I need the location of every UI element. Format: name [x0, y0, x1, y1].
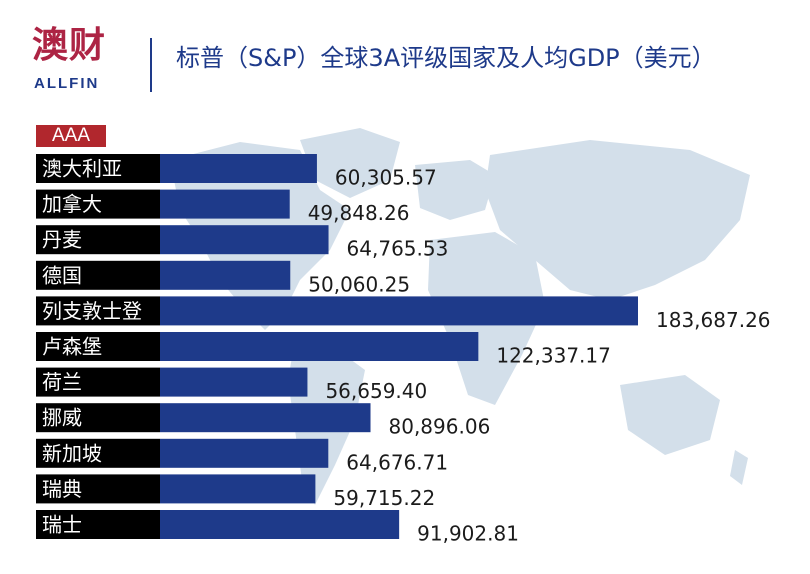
allfin-logo: 澳财 ALLFIN — [32, 28, 128, 98]
chart-title: 标普（S&P）全球3A评级国家及人均GDP（美元） — [176, 44, 716, 72]
bar — [160, 367, 308, 397]
greenland-shape — [300, 128, 400, 198]
category-label-box — [36, 403, 160, 433]
value-label: 122,337.17 — [496, 344, 611, 368]
value-label: 183,687.26 — [656, 308, 771, 332]
value-label: 60,305.57 — [335, 166, 437, 190]
australia-shape — [620, 375, 720, 455]
category-label: 挪威 — [42, 406, 82, 430]
category-label-box — [36, 189, 160, 219]
bar — [160, 510, 400, 539]
category-label: 加拿大 — [42, 192, 102, 216]
value-label: 49,848.26 — [308, 201, 410, 225]
new-zealand-shape — [730, 450, 748, 485]
value-label: 80,896.06 — [389, 415, 491, 439]
category-label-box — [36, 367, 160, 397]
bar — [160, 403, 371, 433]
bar — [160, 260, 291, 290]
value-label: 91,902.81 — [417, 522, 519, 546]
category-label-box — [36, 296, 160, 326]
aaa-rating-tag: AAA — [36, 125, 106, 147]
bar — [160, 225, 329, 255]
logo-english-text: ALLFIN — [34, 75, 100, 92]
category-label-box — [36, 474, 160, 504]
category-label: 列支敦士登 — [42, 299, 142, 323]
category-label-box — [36, 260, 160, 290]
category-label: 瑞士 — [42, 513, 82, 537]
world-map-background — [170, 128, 750, 505]
europe-shape — [415, 160, 495, 220]
bar — [160, 474, 316, 504]
bar — [160, 438, 329, 468]
bar — [160, 296, 638, 326]
bar — [160, 154, 317, 183]
category-label: 德国 — [42, 263, 82, 287]
category-label-box — [36, 438, 160, 468]
value-label: 50,060.25 — [308, 272, 410, 296]
category-label: 荷兰 — [42, 370, 82, 394]
value-label: 64,765.53 — [347, 237, 449, 261]
category-label-box — [36, 225, 160, 255]
asia-shape — [485, 140, 750, 300]
category-label: 卢森堡 — [42, 335, 102, 359]
category-label: 澳大利亚 — [42, 157, 122, 181]
header-divider — [150, 38, 152, 92]
category-label-box — [36, 510, 160, 539]
category-label: 丹麦 — [42, 228, 82, 252]
value-label: 59,715.22 — [333, 486, 435, 510]
bar — [160, 332, 479, 361]
logo-chinese-text: 澳财 — [32, 25, 107, 66]
category-label-box — [36, 332, 160, 361]
value-label: 56,659.40 — [325, 379, 427, 403]
category-label: 新加坡 — [42, 441, 102, 465]
category-label: 瑞典 — [42, 477, 82, 501]
category-label-box — [36, 154, 160, 183]
value-label: 64,676.71 — [346, 450, 448, 474]
bar — [160, 189, 290, 219]
